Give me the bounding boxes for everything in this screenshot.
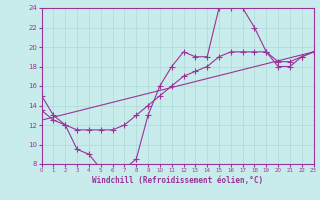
X-axis label: Windchill (Refroidissement éolien,°C): Windchill (Refroidissement éolien,°C) — [92, 176, 263, 185]
